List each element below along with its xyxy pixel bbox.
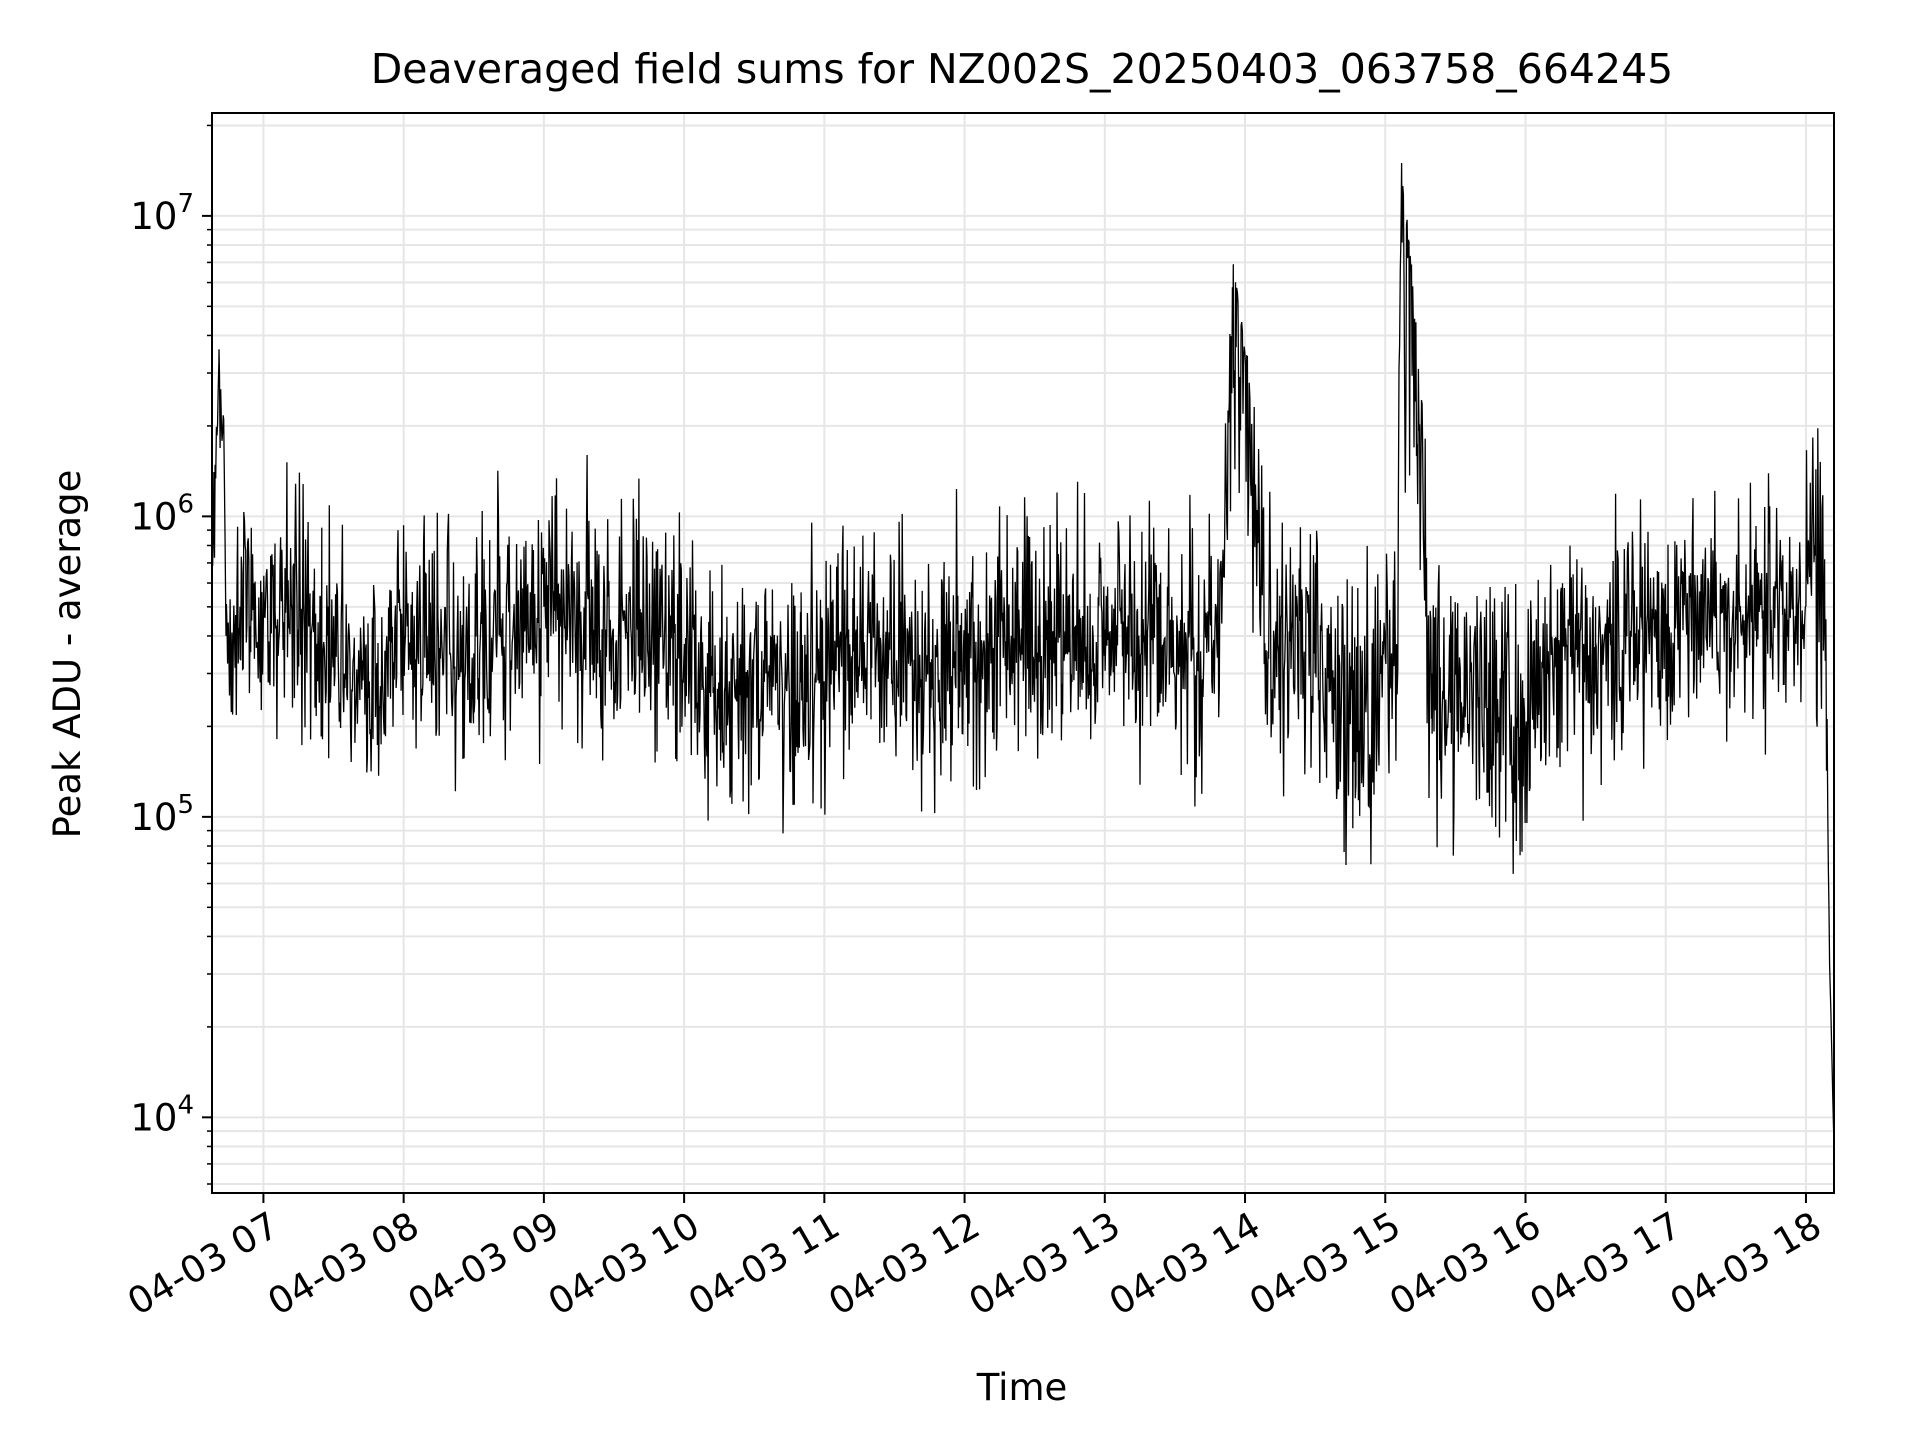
grid <box>212 113 1834 1193</box>
y-tick-label: 105 <box>130 790 194 839</box>
x-axis-label: Time <box>976 1366 1068 1409</box>
series-line <box>211 162 1835 1147</box>
chart-title: Deaveraged field sums for NZ002S_2025040… <box>371 45 1674 93</box>
plot-frame <box>211 112 1835 1194</box>
y-axis: 104 105 106 107 <box>130 124 212 1185</box>
y-tick-label: 106 <box>130 489 194 538</box>
y-tick-label: 107 <box>130 189 194 238</box>
series-layer <box>211 162 1835 1147</box>
y-axis-label: Peak ADU - average <box>46 470 89 839</box>
y-tick-label: 104 <box>130 1090 194 1139</box>
